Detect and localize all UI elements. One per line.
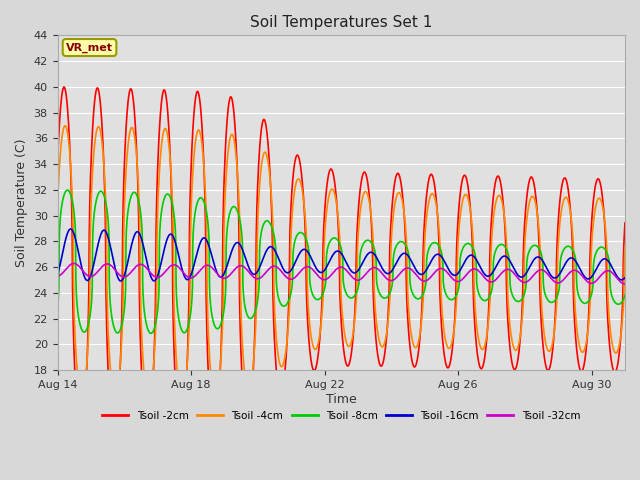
Tsoil -8cm (350, 294, 358, 300)
Tsoil -32cm (621, 281, 629, 287)
Tsoil -32cm (159, 272, 166, 277)
Y-axis label: Soil Temperature (C): Soil Temperature (C) (15, 138, 28, 267)
Tsoil -4cm (54, 205, 61, 211)
Tsoil -16cm (67, 226, 74, 232)
Legend: Tsoil -2cm, Tsoil -4cm, Tsoil -8cm, Tsoil -16cm, Tsoil -32cm: Tsoil -2cm, Tsoil -4cm, Tsoil -8cm, Tsoi… (98, 407, 584, 425)
Tsoil -32cm (375, 267, 383, 273)
Tsoil -32cm (508, 268, 516, 274)
Tsoil -2cm (621, 220, 629, 226)
Tsoil -16cm (117, 278, 125, 284)
Tsoil -8cm (64, 187, 72, 193)
Tsoil -2cm (375, 360, 383, 365)
Tsoil -32cm (54, 273, 61, 279)
Line: Tsoil -4cm: Tsoil -4cm (58, 126, 625, 399)
Tsoil -8cm (375, 289, 383, 295)
Tsoil -32cm (70, 261, 77, 266)
Tsoil -16cm (159, 253, 166, 259)
Tsoil -32cm (621, 281, 628, 287)
Line: Tsoil -2cm: Tsoil -2cm (58, 87, 625, 438)
Tsoil -4cm (178, 396, 186, 402)
Tsoil -4cm (375, 337, 383, 343)
Tsoil -4cm (319, 300, 326, 306)
Tsoil -16cm (54, 271, 61, 277)
Tsoil -16cm (375, 260, 383, 265)
Title: Soil Temperatures Set 1: Soil Temperatures Set 1 (250, 15, 433, 30)
Tsoil -8cm (159, 202, 166, 207)
Tsoil -32cm (148, 272, 156, 278)
Tsoil -4cm (508, 338, 516, 344)
Line: Tsoil -16cm: Tsoil -16cm (58, 229, 625, 281)
Tsoil -8cm (508, 291, 516, 297)
Tsoil -16cm (621, 275, 629, 281)
Tsoil -4cm (61, 123, 69, 129)
Tsoil -2cm (177, 435, 184, 441)
Tsoil -8cm (149, 329, 157, 335)
Tsoil -4cm (350, 323, 358, 329)
Tsoil -2cm (60, 84, 68, 90)
Tsoil -4cm (621, 243, 629, 249)
Tsoil -16cm (350, 270, 358, 276)
Tsoil -32cm (350, 276, 358, 281)
Line: Tsoil -8cm: Tsoil -8cm (58, 190, 625, 334)
Tsoil -8cm (621, 292, 629, 298)
X-axis label: Time: Time (326, 393, 356, 406)
Tsoil -2cm (319, 262, 326, 267)
Tsoil -4cm (159, 135, 166, 141)
Tsoil -2cm (54, 162, 61, 168)
Tsoil -8cm (147, 331, 155, 336)
Text: VR_met: VR_met (66, 42, 113, 53)
Tsoil -32cm (319, 276, 326, 282)
Tsoil -4cm (148, 377, 156, 383)
Tsoil -2cm (148, 391, 156, 397)
Tsoil -2cm (350, 321, 358, 327)
Tsoil -16cm (508, 262, 516, 268)
Tsoil -8cm (54, 305, 61, 311)
Tsoil -16cm (319, 269, 326, 275)
Line: Tsoil -32cm: Tsoil -32cm (58, 264, 625, 284)
Tsoil -2cm (508, 360, 516, 366)
Tsoil -8cm (319, 291, 326, 297)
Tsoil -2cm (159, 92, 166, 98)
Tsoil -16cm (149, 277, 157, 283)
